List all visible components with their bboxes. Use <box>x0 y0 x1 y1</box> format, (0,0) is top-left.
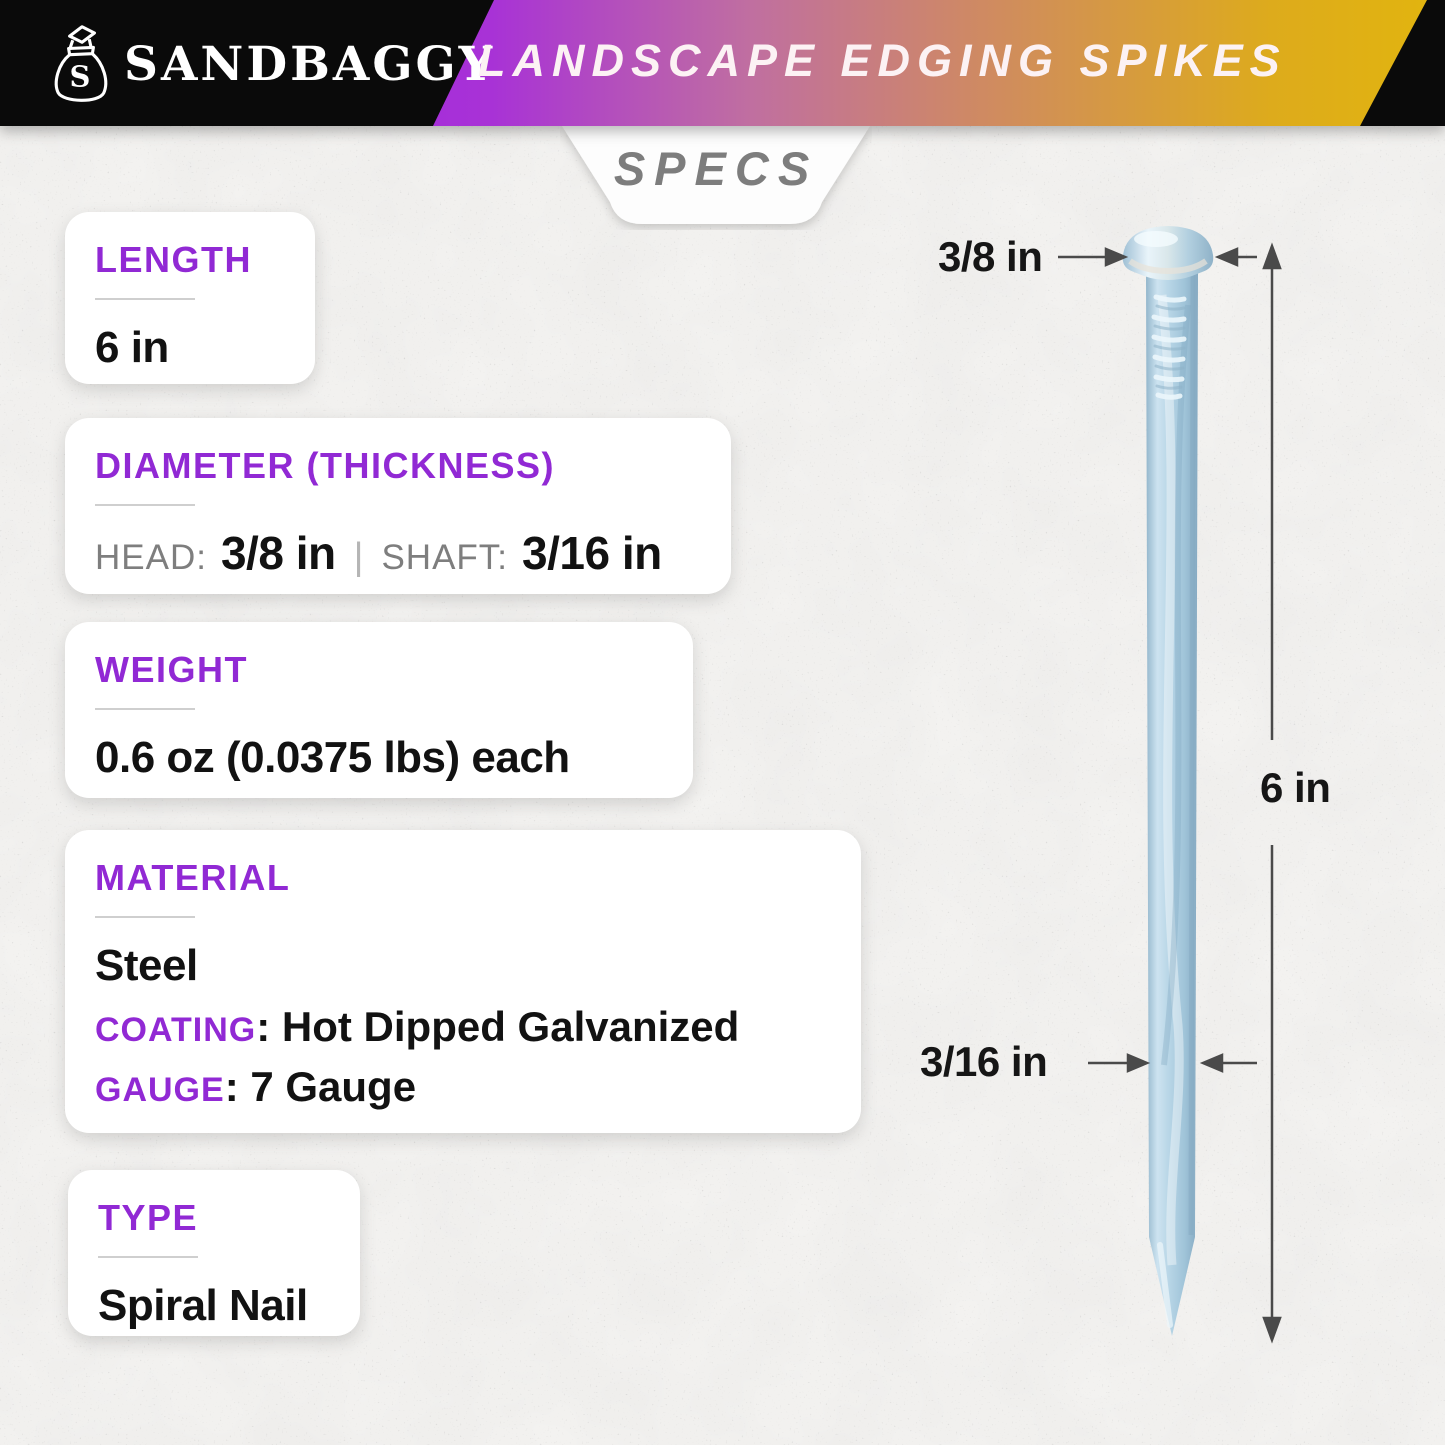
head-diameter-label: 3/8 in <box>938 233 1043 280</box>
card-underline <box>95 708 195 710</box>
value-divider: | <box>353 536 364 578</box>
card-length: LENGTH 6 in <box>65 212 315 384</box>
specs-label: SPECS <box>613 142 819 195</box>
nail-photo <box>1122 226 1214 1336</box>
card-weight: WEIGHT 0.6 oz (0.0375 lbs) each <box>65 622 693 798</box>
card-diameter-heading: DIAMETER (THICKNESS) <box>95 445 555 486</box>
head-diameter-sublabel: HEAD: <box>95 538 207 577</box>
card-type: TYPE Spiral Nail <box>68 1170 360 1336</box>
material-gauge-value: : 7 Gauge <box>224 1063 417 1110</box>
card-underline <box>95 298 195 300</box>
card-length-heading: LENGTH <box>95 239 252 280</box>
specs-tab: SPECS <box>560 126 872 230</box>
material-coating-label: COATING <box>95 1011 257 1049</box>
material-coating-value: : Hot Dipped Galvanized <box>256 1003 740 1050</box>
shaft-diameter-value: 3/16 in <box>522 527 662 579</box>
brand-logo: S SANDBAGGY <box>50 18 495 110</box>
material-gauge-line: GAUGE: 7 Gauge <box>95 1063 831 1111</box>
brand-name: SANDBAGGY <box>124 36 496 92</box>
card-underline <box>95 916 195 918</box>
card-material-heading: MATERIAL <box>95 857 291 898</box>
card-length-value: 6 in <box>95 323 169 372</box>
card-diameter: DIAMETER (THICKNESS) HEAD: 3/8 in | SHAF… <box>65 418 731 594</box>
length-label: 6 in <box>1260 764 1331 811</box>
card-type-heading: TYPE <box>98 1197 199 1238</box>
material-coating-line: COATING: Hot Dipped Galvanized <box>95 1003 831 1051</box>
card-underline <box>95 504 195 506</box>
card-weight-value: 0.6 oz (0.0375 lbs) each <box>95 733 570 782</box>
card-underline <box>98 1256 198 1258</box>
shaft-diameter-sublabel: SHAFT: <box>381 538 509 577</box>
head-diameter-value: 3/8 in <box>220 527 336 579</box>
specs-tab-shape <box>562 126 870 224</box>
header-banner: S SANDBAGGY LANDSCAPE EDGING SPIKES <box>0 0 1445 126</box>
card-material-value: Steel <box>95 941 198 990</box>
card-material: MATERIAL Steel COATING: Hot Dipped Galva… <box>65 830 861 1133</box>
header-gradient-band <box>433 0 1427 126</box>
sandbag-icon: S <box>54 25 108 102</box>
diameter-values-row: HEAD: 3/8 in | SHAFT: 3/16 in <box>95 526 701 580</box>
card-weight-heading: WEIGHT <box>95 649 248 690</box>
card-type-value: Spiral Nail <box>98 1281 308 1330</box>
sandbag-icon-letter: S <box>70 60 91 94</box>
shaft-diameter-label: 3/16 in <box>920 1038 1048 1085</box>
banner-title: LANDSCAPE EDGING SPIKES <box>478 35 1287 86</box>
material-gauge-label: GAUGE <box>95 1071 225 1109</box>
